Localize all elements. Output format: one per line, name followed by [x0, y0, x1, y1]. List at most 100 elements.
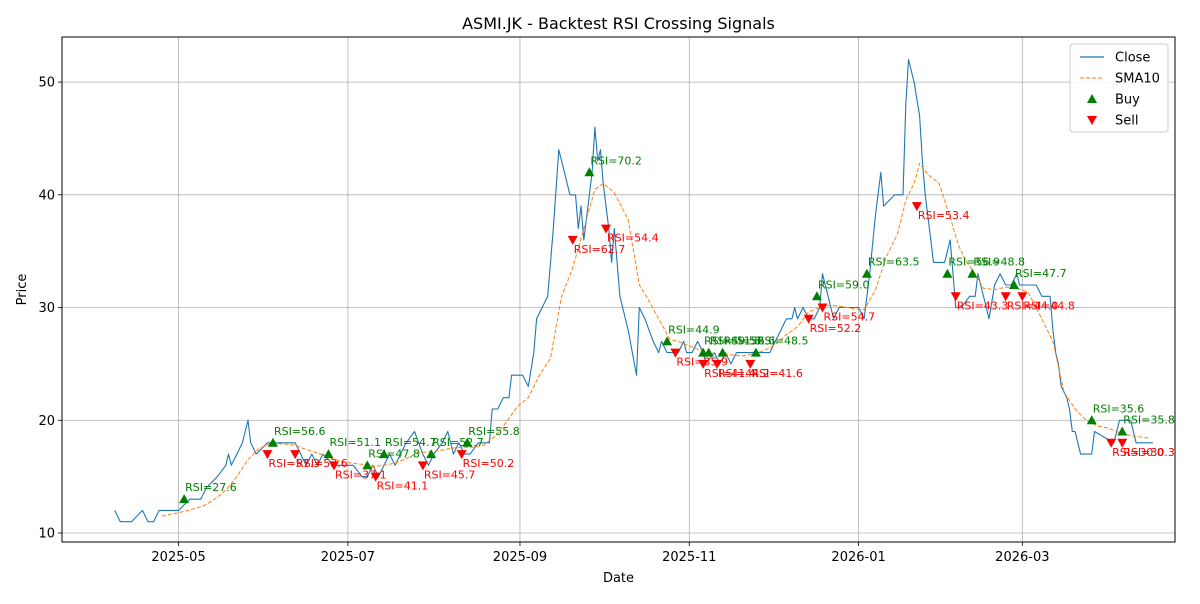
sell-marker — [670, 348, 681, 358]
sell-signal-label: RSI=52.2 — [810, 322, 862, 335]
sell-signal-label: RSI=62.7 — [574, 243, 626, 256]
y-axis-label: Price — [15, 274, 30, 306]
sell-signal-label: RSI=44.8 — [1023, 299, 1075, 312]
buy-marker — [378, 449, 389, 459]
buy-signal-label: RSI=55.8 — [468, 425, 520, 438]
legend-label: Sell — [1115, 114, 1138, 129]
sell-signal-label: RSI=50.2 — [463, 457, 515, 470]
buy-signal-label: RSI=44.9 — [668, 323, 720, 336]
buy-marker — [861, 268, 872, 278]
sell-signal-label: RSI=30.0 — [1112, 446, 1164, 459]
y-tick-label: 40 — [38, 188, 55, 203]
legend-label: Buy — [1115, 93, 1140, 108]
signal-layer: RSI=27.6RSI=56.6RSI=57.3RSI=53.6RSI=51.1… — [179, 154, 1175, 504]
buy-signal-label: RSI=56.6 — [274, 425, 326, 438]
y-tick-label: 10 — [38, 526, 55, 541]
sell-marker — [698, 359, 709, 369]
buy-marker — [426, 449, 437, 459]
buy-signal-label: RSI=49.5 — [704, 335, 756, 348]
sell-marker — [950, 292, 961, 302]
buy-signal-label: RSI=35.6 — [1093, 402, 1145, 415]
buy-marker — [703, 347, 714, 357]
sell-signal-label: RSI=44.2 — [718, 367, 770, 380]
buy-signal-label: RSI=48.5 — [757, 335, 809, 348]
y-tick-label: 50 — [38, 76, 55, 91]
buy-signal-label: RSI=63.5 — [868, 256, 920, 269]
sell-signal-label: RSI=41.1 — [377, 480, 429, 493]
sell-marker — [817, 303, 828, 313]
buy-marker — [1117, 426, 1128, 436]
sell-marker — [1000, 292, 1011, 302]
buy-marker — [323, 449, 334, 459]
sell-signal-label: RSI=45.7 — [424, 468, 476, 481]
buy-signal-label: RSI=54.7 — [385, 436, 437, 449]
sell-marker — [601, 224, 612, 234]
buy-marker — [267, 437, 278, 447]
sell-marker — [567, 235, 578, 245]
buy-marker — [362, 460, 373, 470]
buy-signal-label: RSI=56.6 — [724, 335, 776, 348]
sell-marker — [290, 450, 301, 460]
legend-sell-marker — [1087, 116, 1097, 125]
sell-signal-label: RSI=54.4 — [607, 232, 659, 245]
buy-marker — [584, 167, 595, 177]
sell-marker — [1106, 438, 1117, 448]
legend-box — [1069, 43, 1169, 133]
series-layer — [114, 58, 1153, 523]
sell-marker — [370, 472, 381, 482]
sell-marker — [1117, 438, 1128, 448]
y-tick-label: 20 — [38, 414, 55, 429]
buy-marker — [942, 268, 953, 278]
sma10-line — [161, 162, 1151, 517]
sell-signal-label: RSI=30.3 — [1123, 446, 1175, 459]
plot-frame — [61, 36, 1176, 543]
sell-marker — [745, 359, 756, 369]
sell-marker — [803, 314, 814, 324]
buy-signal-label: RSI=47.8 — [368, 447, 420, 460]
buy-marker — [462, 437, 473, 447]
buy-marker — [750, 347, 761, 357]
x-tick-label: 2025-07 — [321, 550, 375, 565]
buy-signal-label: RSI=35.8 — [1123, 414, 1175, 427]
sell-signal-label: RSI=41.4 — [704, 367, 756, 380]
buy-marker — [662, 336, 673, 346]
sell-signal-label: RSI=41.6 — [751, 367, 803, 380]
x-tick-label: 2025-09 — [493, 550, 547, 565]
x-tick-label: 2026-03 — [995, 550, 1049, 565]
sell-signal-label: RSI=57.3 — [268, 457, 320, 470]
buy-signal-label: RSI=52.7 — [432, 436, 484, 449]
sell-marker — [417, 461, 428, 471]
grid-lines — [62, 37, 1175, 542]
y-tick-label: 30 — [38, 301, 55, 316]
x-tick-label: 2025-05 — [151, 550, 205, 565]
legend-label: SMA10 — [1115, 72, 1160, 87]
buy-signal-label: RSI=48.8 — [973, 256, 1025, 269]
buy-signal-label: RSI=47.7 — [1015, 267, 1067, 280]
sell-signal-label: RSI=53.4 — [918, 209, 970, 222]
buy-signal-label: RSI=27.6 — [185, 481, 237, 494]
buy-signal-label: RSI=70.2 — [590, 154, 642, 167]
sell-marker — [712, 359, 723, 369]
legend-buy-marker — [1087, 94, 1097, 103]
buy-marker — [1086, 415, 1097, 425]
sell-marker — [456, 450, 467, 460]
buy-signal-label: RSI=59.0 — [818, 278, 870, 291]
buy-signal-label: RSI=51.8 — [710, 335, 762, 348]
sell-marker — [329, 461, 340, 471]
sell-signal-label: RSI=44.0 — [1007, 299, 1059, 312]
buy-signal-label: RSI=56.9 — [948, 256, 1000, 269]
x-tick-label: 2025-11 — [662, 550, 716, 565]
sell-marker — [911, 202, 922, 212]
buy-marker — [1009, 279, 1020, 289]
axis-ticks: 10 20 30 40 50 2025-05 2025-07 2025-09 2025-11 20… — [38, 76, 1049, 565]
chart-title: ASMI.JK - Backtest RSI Crossing Signals — [462, 14, 775, 33]
x-axis-label: Date — [603, 571, 634, 586]
buy-marker — [967, 268, 978, 278]
close-line — [114, 58, 1153, 523]
sell-marker — [262, 450, 273, 460]
x-tick-label: 2026-01 — [831, 550, 885, 565]
buy-marker — [811, 291, 822, 301]
buy-signal-label: RSI=51.1 — [329, 436, 381, 449]
